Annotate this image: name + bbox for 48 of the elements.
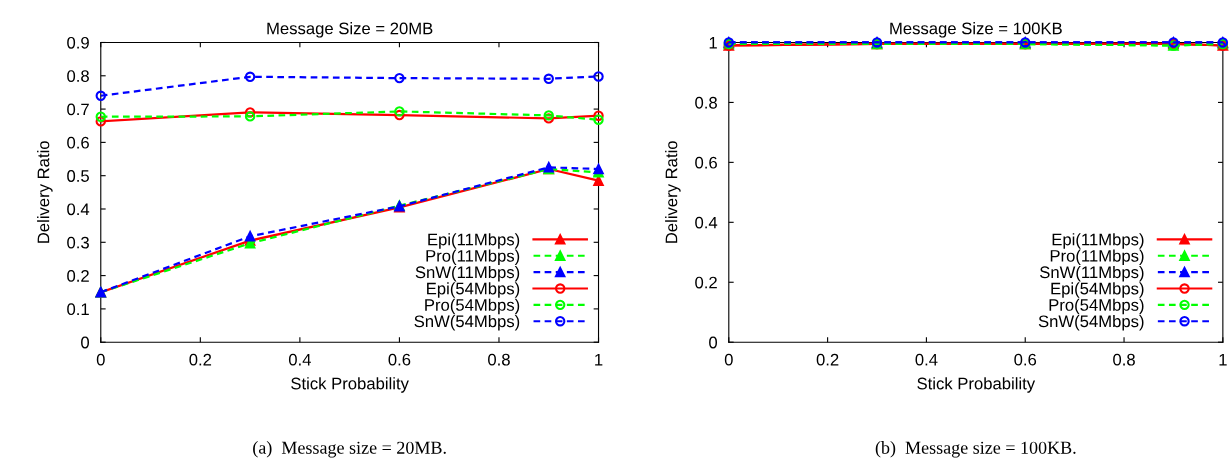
- y-tick-label: 0.6: [67, 136, 89, 149]
- x-tick-label: 0.4: [288, 353, 311, 366]
- x-tick-label: 0: [724, 353, 733, 366]
- y-tick-label: 0.8: [695, 96, 717, 109]
- x-tick-label: 0: [96, 353, 105, 366]
- y-tick-label: 0.9: [67, 36, 89, 49]
- y-tick-label: 0.4: [695, 216, 718, 229]
- y-tick-label: 0.6: [695, 156, 717, 169]
- legend-label: Epi(54Mbps): [1051, 282, 1144, 298]
- y-tick-label: 0.3: [67, 236, 89, 249]
- legend-label: Pro(11Mbps): [1050, 249, 1144, 266]
- x-tick-label: 1: [595, 353, 603, 366]
- x-tick-label: 0.8: [488, 353, 510, 366]
- y-tick-label: 0.4: [67, 203, 90, 216]
- y-tick-label: 0.8: [67, 70, 89, 82]
- y-tick-label: 0: [81, 336, 90, 349]
- y-tick-label: 0.2: [695, 276, 717, 289]
- legend-label: Epi(11Mbps): [428, 233, 520, 249]
- y-tick-label: 0.5: [67, 170, 89, 182]
- legend-label: SnW(54Mbps): [414, 315, 520, 331]
- x-tick-label: 0.2: [816, 353, 839, 366]
- y-tick-label: 0.7: [67, 103, 89, 116]
- x-axis-title: Stick Probability: [291, 377, 409, 393]
- x-tick-label: 0.6: [388, 353, 411, 366]
- legend-label: SnW(54Mbps): [1038, 315, 1144, 331]
- x-tick-label: 0.6: [1014, 353, 1037, 366]
- x-tick-label: 0.8: [1113, 353, 1135, 366]
- legend-label: Pro(11Mbps): [426, 249, 520, 266]
- chart-title: Message Size = 20MB: [267, 22, 433, 38]
- text: (b) Message size = 100KB.: [875, 441, 1076, 458]
- legend-label: SnW(11Mbps): [1040, 265, 1144, 282]
- y-axis-title: Delivery Ratio: [665, 141, 681, 243]
- chart-title: Message Size = 100KB: [890, 22, 1062, 38]
- legend-label: Epi(54Mbps): [427, 282, 520, 298]
- legend-label: Pro(54Mbps): [425, 298, 520, 315]
- x-axis-title: Stick Probability: [917, 377, 1036, 393]
- legend-label: Epi(11Mbps): [1052, 233, 1144, 249]
- y-tick-label: 0: [709, 336, 718, 349]
- y-tick-label: 0.1: [67, 303, 89, 316]
- x-tick-label: 0.4: [915, 353, 938, 366]
- y-tick-label: 0.2: [67, 270, 89, 282]
- text: (a) Message size = 20MB.: [253, 441, 446, 458]
- legend-label: SnW(11Mbps): [415, 265, 520, 282]
- y-axis-title: Delivery Ratio: [37, 141, 53, 243]
- x-tick-label: 1: [1219, 353, 1227, 366]
- legend-label: Pro(54Mbps): [1049, 298, 1144, 315]
- x-tick-label: 0.2: [189, 353, 212, 366]
- y-tick-label: 1: [709, 37, 717, 49]
